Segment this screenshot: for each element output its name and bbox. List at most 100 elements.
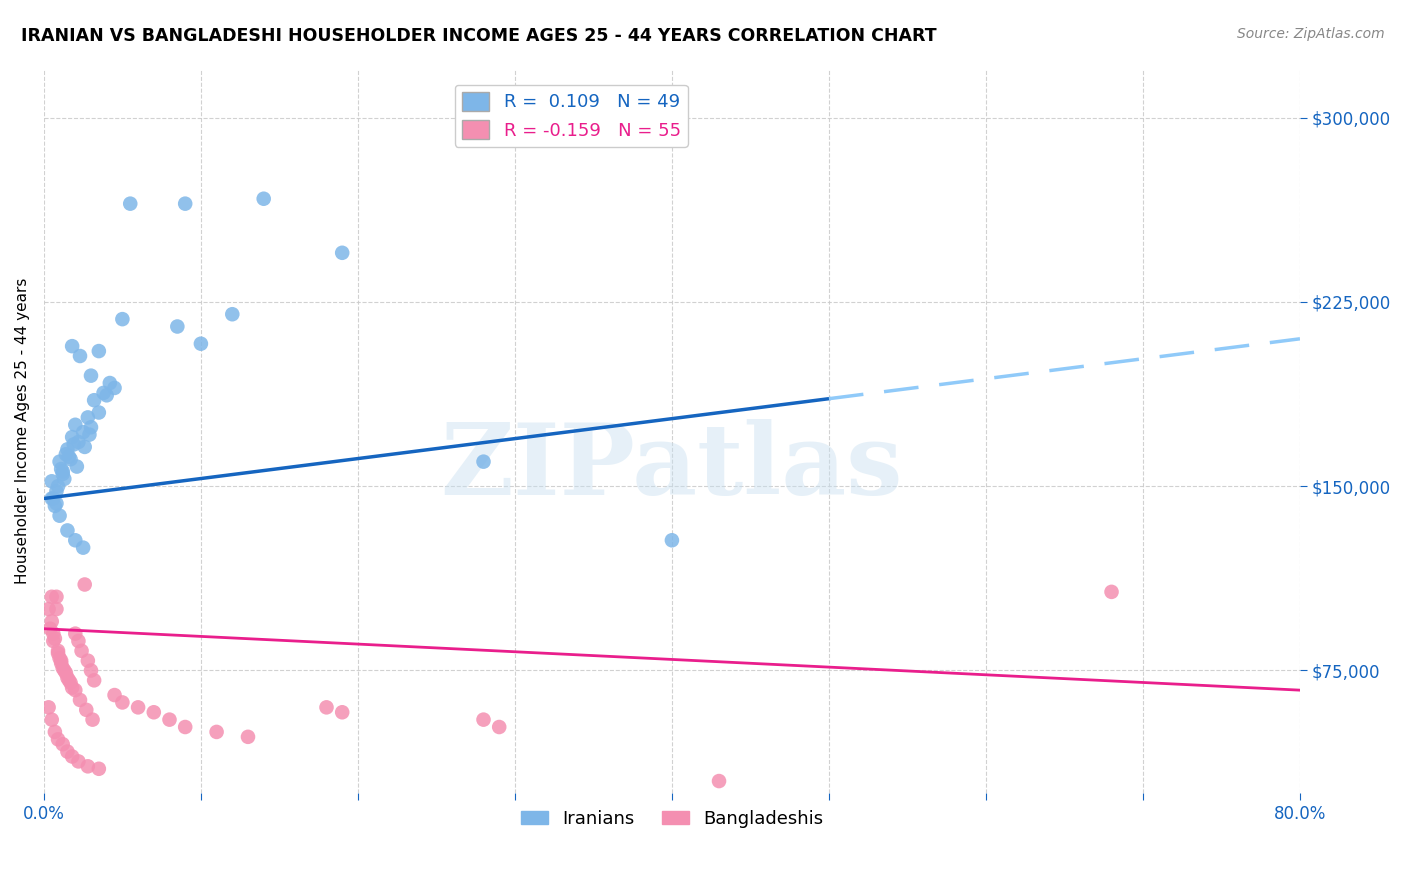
Point [93,385,115,400]
Point [41,491,63,506]
Point [48,508,70,523]
Point [472,455,495,469]
Point [75,703,97,717]
Point [58,450,80,464]
Point [49,654,72,668]
Point [76,759,98,773]
Point [67,755,90,769]
Point [330,245,353,260]
Point [67,634,90,648]
Point [205,725,228,739]
Point [60,430,83,444]
Point [56,671,79,685]
Point [67,435,90,450]
Point [315,700,337,714]
Point [1101,585,1123,599]
Point [52,467,75,481]
Point [76,654,98,668]
Point [120,196,142,211]
Point [111,695,134,709]
Point [56,442,79,457]
Point [253,192,276,206]
Point [103,381,125,395]
Point [41,590,63,604]
Point [38,602,60,616]
Point [42,634,65,648]
Point [38,700,60,714]
Point [46,646,69,660]
Point [79,427,101,442]
Point [69,693,91,707]
Point [69,349,91,363]
Point [127,700,149,714]
Point [52,465,75,479]
Point [80,664,103,678]
Point [65,417,87,432]
Point [174,720,197,734]
Point [45,484,67,499]
Point [59,452,82,467]
Point [46,732,69,747]
Point [159,713,181,727]
Point [103,688,125,702]
Point [98,376,121,390]
Point [49,656,72,670]
Point [44,499,66,513]
Point [236,730,259,744]
Point [41,615,63,629]
Point [488,720,510,734]
Point [46,644,69,658]
Legend: Iranians, Bangladeshis: Iranians, Bangladeshis [513,803,831,835]
Point [76,410,98,425]
Point [60,749,83,764]
Point [56,745,79,759]
Point [45,496,67,510]
Point [166,319,188,334]
Point [65,626,87,640]
Point [65,683,87,698]
Point [83,393,105,408]
Point [46,479,69,493]
Point [45,602,67,616]
Point [60,681,83,695]
Point [58,673,80,688]
Point [49,462,72,476]
Point [55,447,77,461]
Point [190,336,212,351]
Point [45,590,67,604]
Point [39,622,62,636]
Point [73,577,96,591]
Point [96,388,118,402]
Point [55,665,77,680]
Point [56,524,79,538]
Point [66,459,89,474]
Point [65,533,87,548]
Point [52,737,75,751]
Y-axis label: Householder Income Ages 25 - 44 years: Householder Income Ages 25 - 44 years [15,277,30,584]
Point [41,475,63,489]
Point [62,437,84,451]
Point [87,344,110,359]
Point [221,307,243,321]
Point [111,312,134,326]
Point [80,420,103,434]
Point [661,533,683,548]
Point [472,713,495,727]
Point [72,541,94,555]
Point [73,440,96,454]
Point [80,368,103,383]
Point [42,626,65,640]
Point [44,632,66,646]
Point [48,455,70,469]
Text: IRANIAN VS BANGLADESHI HOUSEHOLDER INCOME AGES 25 - 44 YEARS CORRELATION CHART: IRANIAN VS BANGLADESHI HOUSEHOLDER INCOM… [21,27,936,45]
Text: ZIPatlas: ZIPatlas [440,418,903,516]
Point [48,651,70,665]
Point [72,425,94,439]
Point [42,491,65,506]
Point [707,774,730,789]
Point [142,706,165,720]
Point [41,713,63,727]
Point [174,196,197,211]
Text: Source: ZipAtlas.com: Source: ZipAtlas.com [1237,27,1385,41]
Point [70,644,93,658]
